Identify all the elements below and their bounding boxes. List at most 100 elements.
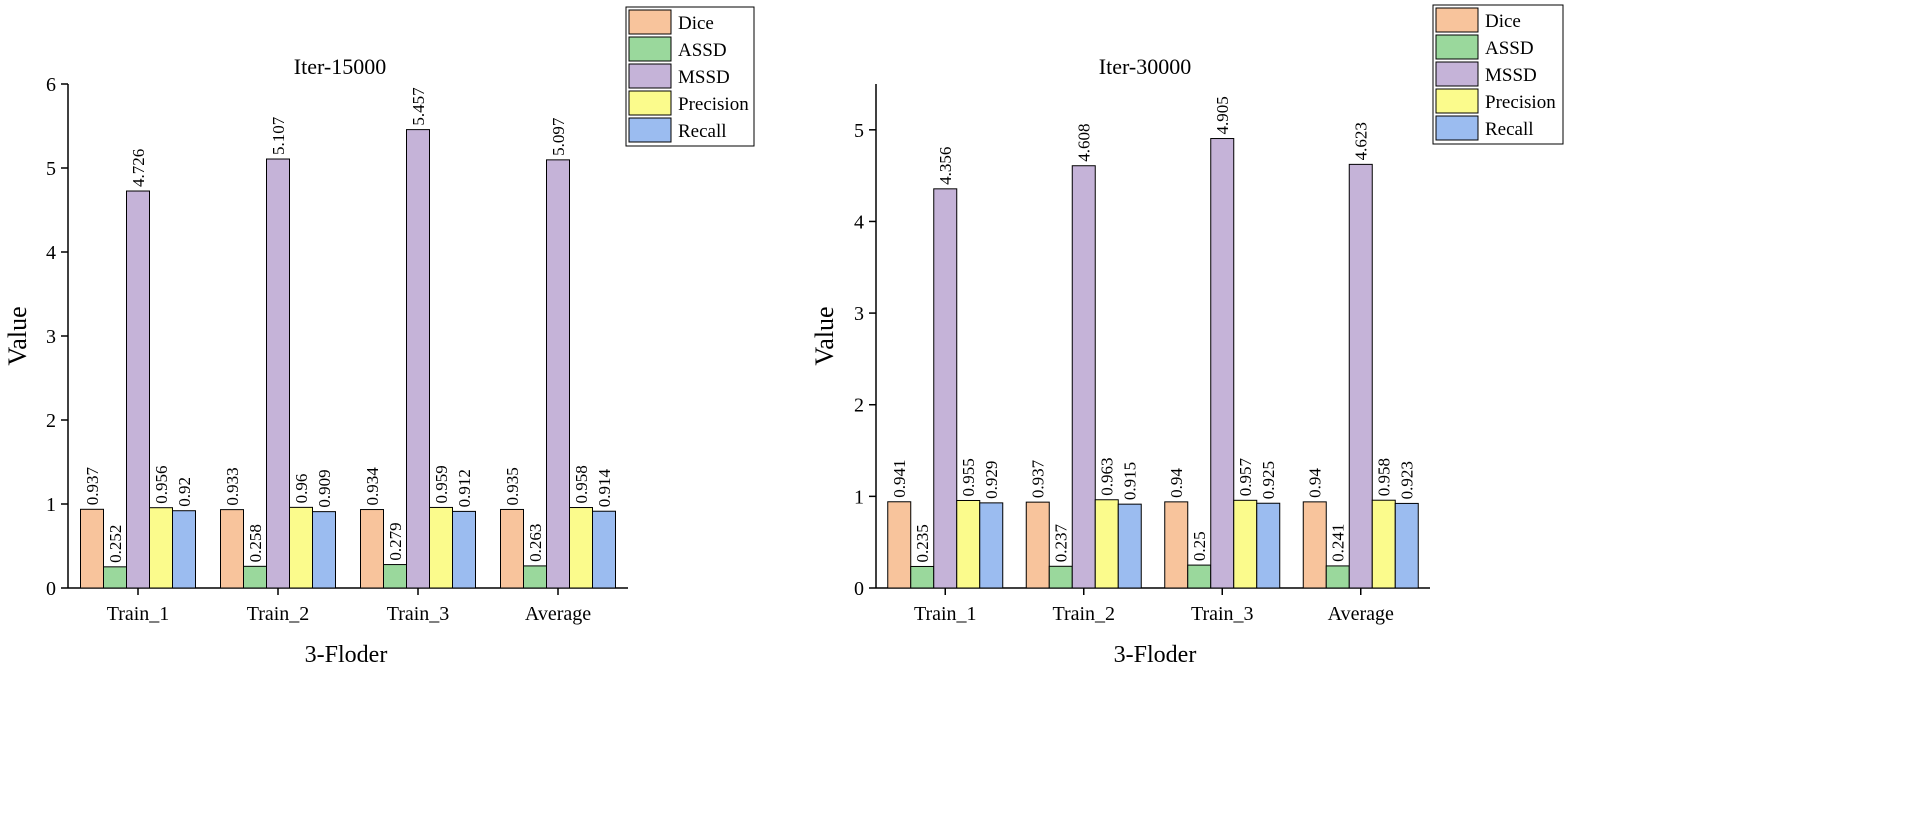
bar-assd-train_3	[1187, 564, 1212, 589]
legend-label-assd: ASSD	[678, 40, 727, 61]
x-tick-label: Train_3	[387, 603, 450, 625]
legend: Dice ASSD MSSD Precision Recall	[1432, 4, 1564, 145]
bar-precision-average	[569, 507, 593, 589]
y-tick-label: 4	[854, 211, 864, 233]
bar-precision-train_3	[1233, 499, 1258, 589]
legend-swatch-dice	[628, 9, 672, 35]
legend-label-mssd: MSSD	[678, 67, 730, 88]
bar-mssd-train_1	[126, 190, 150, 589]
data-label: 5.097	[549, 117, 568, 156]
data-label: 0.94	[1306, 468, 1325, 498]
data-label: 0.96	[292, 474, 311, 504]
data-label: 0.934	[363, 467, 382, 506]
legend-swatch-dice	[1435, 7, 1479, 33]
bar-precision-train_3	[429, 506, 453, 589]
bar-recall-train_3	[1256, 502, 1281, 589]
bar-assd-average	[523, 565, 547, 589]
bar-dice-train_1	[887, 501, 912, 589]
y-tick-label: 1	[46, 494, 56, 516]
y-tick-label: 3	[854, 303, 864, 325]
legend-swatch-assd	[628, 36, 672, 62]
data-label: 4.623	[1352, 122, 1371, 160]
data-label: 0.237	[1052, 524, 1071, 563]
bar-recall-train_1	[979, 502, 1004, 589]
legend-label-assd: ASSD	[1485, 38, 1534, 59]
legend-swatch-precision	[628, 90, 672, 116]
bar-recall-average	[592, 510, 616, 589]
chart-title: Iter-15000	[294, 54, 386, 79]
y-tick-label: 2	[46, 410, 56, 432]
bar-dice-train_1	[80, 508, 104, 589]
x-tick-label: Train_2	[247, 603, 310, 625]
data-label: 0.963	[1098, 458, 1117, 496]
x-tick-label: Train_2	[1052, 603, 1115, 625]
chart-2: Iter-30000 0 1 2 3 4 5 Value 3-Floder Train_1 0.94…	[810, 4, 1564, 668]
bar-assd-train_1	[103, 566, 127, 589]
data-label: 5.107	[269, 116, 288, 155]
data-label: 4.905	[1213, 96, 1232, 134]
data-label: 5.457	[409, 87, 428, 126]
bar-mssd-train_2	[266, 158, 290, 589]
data-label: 0.909	[315, 469, 334, 507]
y-tick-label: 5	[46, 158, 56, 180]
bar-assd-train_2	[243, 565, 267, 589]
data-label: 4.726	[129, 149, 148, 187]
bar-mssd-train_1	[933, 188, 958, 589]
chart-title: Iter-30000	[1099, 54, 1191, 79]
x-tick-label: Train_3	[1191, 603, 1254, 625]
data-label: 0.925	[1259, 461, 1278, 499]
y-axis-label: Value	[3, 306, 32, 365]
bar-precision-train_1	[149, 507, 173, 589]
data-label: 0.923	[1398, 461, 1417, 499]
legend-label-precision: Precision	[1485, 92, 1556, 113]
x-tick-label: Train_1	[107, 603, 170, 625]
legend-swatch-recall	[628, 117, 672, 143]
bar-mssd-train_3	[406, 129, 430, 589]
bar-dice-train_3	[1164, 501, 1189, 589]
bar-dice-train_2	[220, 509, 244, 589]
bar-dice-average	[500, 508, 524, 589]
x-tick-label: Train_1	[914, 603, 977, 625]
x-axis-label: 3-Floder	[1114, 642, 1197, 668]
legend-swatch-mssd	[1435, 61, 1479, 87]
bar-mssd-train_2	[1071, 165, 1096, 589]
data-label: 0.92	[175, 477, 194, 507]
data-label: 0.958	[572, 465, 591, 503]
data-label: 0.935	[503, 467, 522, 505]
bar-precision-train_1	[956, 499, 981, 589]
bar-recall-train_1	[172, 510, 196, 589]
data-label: 0.933	[223, 467, 242, 505]
data-label: 0.941	[890, 460, 909, 498]
data-label: 4.356	[936, 147, 955, 185]
legend-label-dice: Dice	[678, 13, 714, 34]
x-axis-label: 3-Floder	[305, 642, 388, 668]
legend-swatch-assd	[1435, 34, 1479, 60]
bar-assd-train_3	[383, 564, 407, 589]
y-tick-label: 5	[854, 120, 864, 142]
legend-swatch-precision	[1435, 88, 1479, 114]
y-tick-label: 2	[854, 395, 864, 417]
bar-mssd-average	[1348, 163, 1373, 589]
bar-recall-train_2	[312, 511, 336, 589]
y-tick-label: 1	[854, 486, 864, 508]
data-label: 0.957	[1236, 458, 1255, 497]
y-axis-label: Value	[810, 306, 839, 365]
y-tick-label: 4	[46, 242, 56, 264]
bar-assd-train_1	[910, 565, 935, 589]
bar-mssd-train_3	[1210, 138, 1235, 589]
bar-dice-train_3	[360, 509, 384, 589]
x-tick-label: Average	[525, 603, 591, 625]
data-label: 0.25	[1190, 531, 1209, 561]
data-label: 0.241	[1329, 524, 1348, 562]
data-label: 0.956	[152, 465, 171, 503]
bar-precision-average	[1371, 499, 1396, 589]
bar-precision-train_2	[289, 506, 313, 589]
x-tick-label: Average	[1328, 603, 1394, 625]
bar-dice-average	[1302, 501, 1327, 589]
data-label: 0.958	[1375, 458, 1394, 496]
legend-label-dice: Dice	[1485, 11, 1521, 32]
legend-label-recall: Recall	[678, 121, 727, 142]
y-tick-label: 3	[46, 326, 56, 348]
data-label: 0.929	[982, 461, 1001, 499]
